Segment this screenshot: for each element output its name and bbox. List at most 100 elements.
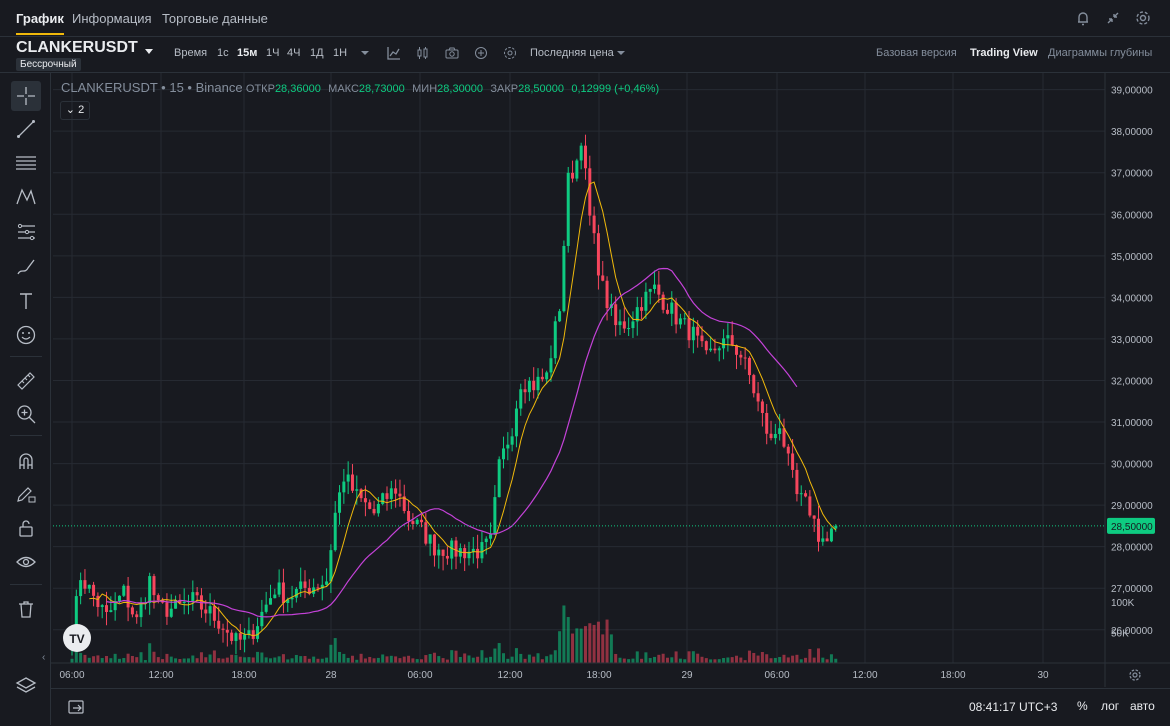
volume-bar (532, 656, 536, 663)
candle-body (398, 493, 402, 497)
price-chart[interactable]: 26,00000 27,00000 28,00000 29,00000 30,00000… (50, 73, 1170, 687)
candle-body (247, 630, 251, 635)
log-toggle[interactable]: лог (1101, 699, 1120, 713)
price-tick-label: 32,00000 (1111, 376, 1153, 387)
trend-line-tool[interactable] (11, 114, 41, 144)
volume-bar (273, 657, 277, 663)
candle-body (212, 606, 216, 621)
legend-title: CLANKERUSDT • 15 • Binance (61, 80, 243, 95)
settings-icon[interactable] (1133, 8, 1153, 28)
volume-bar (415, 659, 419, 663)
volume-bar (342, 653, 346, 663)
price-type-dropdown-icon[interactable] (617, 51, 625, 55)
auto-toggle[interactable]: авто (1130, 699, 1155, 713)
magnet-tool[interactable] (11, 446, 41, 476)
zoom-tool[interactable] (11, 399, 41, 429)
tab-chart[interactable]: График (16, 11, 64, 35)
candle-body (665, 309, 669, 314)
symbol-dropdown-icon[interactable] (145, 49, 153, 54)
view-depth[interactable]: Диаграммы глубины (1048, 47, 1153, 59)
volume-bar (243, 657, 247, 663)
interval-dropdown-icon[interactable] (361, 51, 369, 55)
candle-body (717, 348, 721, 351)
collapse-icon[interactable] (1103, 8, 1123, 28)
emoji-tool[interactable] (11, 320, 41, 350)
volume-bar (174, 658, 178, 663)
indicators-collapse-button[interactable]: ⌄ 2 (60, 101, 90, 120)
volume-bar (368, 656, 372, 663)
price-tick-label: 33,00000 (1111, 335, 1153, 346)
price-tick-label: 35,00000 (1111, 252, 1153, 263)
symbol-name[interactable]: CLANKERUSDT (16, 39, 138, 56)
toolbar-divider (10, 584, 42, 585)
bell-icon[interactable] (1073, 8, 1093, 28)
candle-body (786, 446, 790, 454)
volume-bar (359, 653, 363, 663)
candle-body (571, 172, 575, 179)
pattern-tool[interactable] (11, 182, 41, 212)
tab-trading-data[interactable]: Торговые данные (162, 11, 268, 26)
object-tree-tool[interactable] (11, 671, 41, 701)
eye-icon (16, 556, 36, 568)
candle-body (204, 609, 208, 614)
add-icon[interactable] (474, 46, 488, 60)
hide-toolbar-chevron-icon[interactable]: ‹ (42, 652, 46, 663)
ruler-tool[interactable] (11, 366, 41, 396)
time-label[interactable]: Время (174, 47, 208, 59)
crosshair-tool[interactable] (11, 81, 41, 111)
interval-4h[interactable]: 4Ч (287, 47, 301, 59)
visibility-tool[interactable] (11, 547, 41, 577)
candle-body (83, 580, 87, 589)
ma-slow-line (106, 267, 798, 618)
candle-body (674, 302, 678, 325)
volume-bar (122, 658, 126, 663)
volume-bar (644, 652, 648, 663)
interval-1w[interactable]: 1Н (333, 47, 348, 59)
date-range-icon[interactable] (68, 699, 86, 720)
percent-toggle[interactable]: % (1077, 699, 1088, 713)
clock[interactable]: 08:41:17 UTC+3 (969, 700, 1058, 714)
fib-tool[interactable] (11, 217, 41, 247)
interval-1h[interactable]: 1Ч (266, 47, 280, 59)
candle-body (562, 245, 566, 312)
chart-settings-icon[interactable] (1129, 669, 1141, 681)
interval-1d[interactable]: 1Д (310, 47, 324, 59)
lock-draw-tool[interactable] (11, 479, 41, 509)
candle-body (657, 284, 661, 295)
interval-15m[interactable]: 15м (237, 47, 258, 59)
lock-tool[interactable] (11, 513, 41, 543)
candle-body (467, 551, 471, 559)
price-tick-label: 36,00000 (1111, 210, 1153, 221)
volume-bar (678, 658, 682, 663)
candle-body (622, 321, 626, 329)
brush-tool[interactable] (11, 252, 41, 282)
ruler-icon (17, 372, 35, 390)
price-type-select[interactable]: Последняя цена (530, 47, 614, 59)
volume-bar (519, 653, 523, 663)
horizontal-lines-tool[interactable] (11, 148, 41, 178)
candles-icon[interactable] (416, 46, 430, 60)
volume-bar (670, 657, 674, 663)
interval-1s[interactable]: 1с (217, 47, 229, 59)
time-axis[interactable]: 06:00 12:00 18:00 28 06:00 12:00 18:00 29 06:00 1… (50, 662, 1170, 681)
price-tick-label: 31,00000 (1111, 418, 1153, 429)
candle-body (614, 304, 618, 326)
delete-tool[interactable] (11, 594, 41, 624)
candle-body (575, 160, 579, 179)
candle-body (342, 481, 346, 493)
volume-bar (558, 631, 562, 663)
camera-icon[interactable] (445, 46, 459, 60)
volume-bar (618, 657, 622, 663)
tab-info[interactable]: Информация (72, 11, 152, 26)
indicators-icon[interactable] (387, 46, 401, 60)
volume-bar (100, 658, 104, 663)
candle-body (493, 497, 497, 535)
horizontal-lines-icon (16, 156, 36, 170)
price-axis[interactable]: 26,00000 27,00000 28,00000 29,00000 30,00000… (1104, 73, 1170, 687)
text-tool[interactable] (11, 286, 41, 316)
gear-icon[interactable] (503, 46, 517, 60)
volume-bar (804, 657, 808, 663)
volume-bar (389, 655, 393, 663)
view-basic[interactable]: Базовая версия (876, 47, 957, 59)
view-tradingview[interactable]: Trading View (970, 47, 1038, 59)
